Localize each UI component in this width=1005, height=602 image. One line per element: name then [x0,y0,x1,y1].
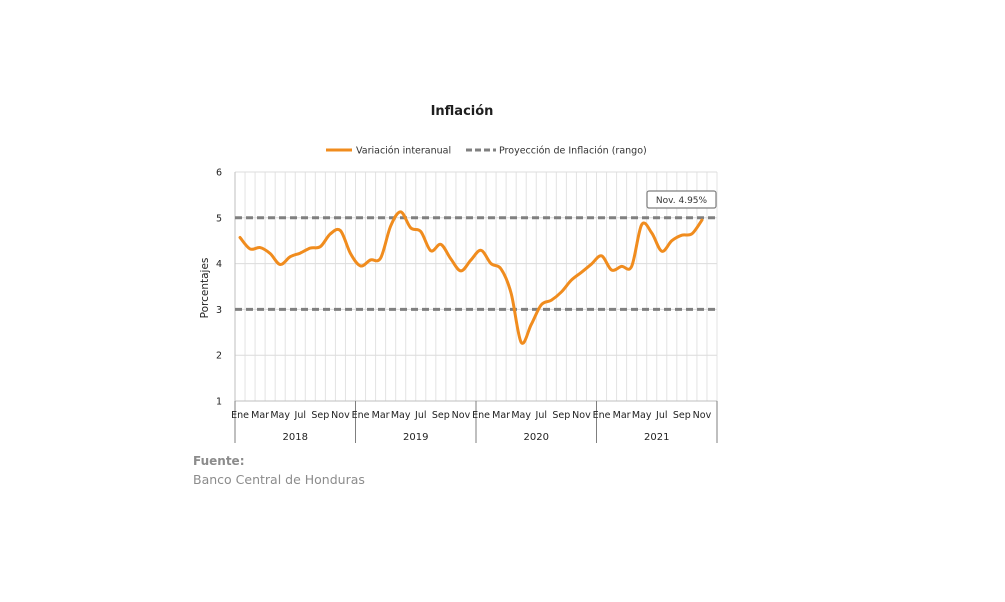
y-tick-label: 6 [216,168,222,179]
data-point [701,219,703,221]
x-tick-year: 2020 [524,432,549,443]
data-point [561,291,563,293]
x-tick-month: Ene [231,410,249,421]
y-tick-label: 2 [216,351,222,362]
x-tick-month: Sep [552,410,570,421]
data-point [601,255,603,257]
data-point [681,234,683,236]
data-point [400,211,402,213]
data-point [490,263,492,265]
data-point [520,342,522,344]
data-point [591,263,593,265]
data-point [279,264,281,266]
x-tick-month: Sep [311,410,329,421]
x-tick-month: Jul [535,410,547,421]
data-point [430,250,432,252]
projection-range [235,216,717,311]
data-point [500,268,502,270]
series-line-variacion [238,210,704,345]
x-tick-month: Jul [655,410,667,421]
data-point [410,227,412,229]
data-point [480,250,482,252]
data-point [350,253,352,255]
data-point [470,259,472,261]
data-point [340,230,342,232]
y-axis-label: Porcentajes [199,258,211,319]
data-point [631,266,633,268]
data-point [239,237,241,239]
x-tick-month: Mar [613,410,631,421]
data-point [390,225,392,227]
x-tick-month: Nov [572,410,591,421]
data-point [450,258,452,260]
x-tick-month: May [391,410,411,421]
data-point [641,224,643,226]
data-point [540,304,542,306]
x-tick-year: 2021 [644,432,669,443]
data-point [330,233,332,235]
data-point [420,231,422,233]
legend-label-variacion: Variación interanual [356,146,451,157]
x-tick-month: Jul [294,410,306,421]
x-tick-month: Mar [492,410,510,421]
data-point [671,240,673,242]
data-point [551,299,553,301]
data-point [510,293,512,295]
data-point [380,257,382,259]
x-tick-month: Sep [673,410,691,421]
y-tick-label: 4 [216,259,222,270]
data-point [440,244,442,246]
data-point [269,253,271,255]
data-point [611,269,613,271]
source-label: Fuente: [193,454,245,468]
x-tick-month: Nov [331,410,350,421]
data-point [249,248,251,250]
y-tick-label: 3 [216,305,222,316]
chart-title: Inflación [431,104,494,119]
x-tick-month: Mar [372,410,390,421]
x-tick-year: 2018 [283,432,308,443]
x-tick-month: May [270,410,290,421]
x-tick-month: Ene [472,410,490,421]
data-point [581,272,583,274]
y-axis-ticks: 1 2 3 4 5 6 [216,168,222,408]
x-tick-month: May [511,410,531,421]
data-point [299,252,301,254]
annotation-box [646,190,717,209]
data-point [651,232,653,234]
x-tick-month: May [632,410,652,421]
y-tick-label: 1 [216,397,222,408]
data-point [691,233,693,235]
data-point [370,259,372,261]
x-tick-month: Sep [432,410,450,421]
x-tick-month: Nov [452,410,471,421]
legend: Variación interanual Proyección de Infla… [326,146,647,157]
x-tick-month: Ene [352,410,370,421]
data-point [530,324,532,326]
data-point [320,246,322,248]
source-text: Banco Central de Honduras [193,472,365,487]
data-point [289,256,291,258]
data-point [360,265,362,267]
annotation-text: Nov. 4.95% [656,196,708,206]
data-point [310,247,312,249]
x-tick-month: Jul [414,410,426,421]
x-tick-month: Nov [693,410,712,421]
data-point [259,247,261,249]
grid [234,171,718,402]
y-tick-label: 5 [216,213,222,224]
data-point [571,279,573,281]
annotation-callout: Nov. 4.95% [646,190,717,209]
x-tick-year: 2019 [403,432,428,443]
legend-label-proyeccion: Proyección de Inflación (rango) [499,146,647,157]
data-point [460,270,462,272]
series-variacion-interanual [238,210,704,345]
x-tick-month: Mar [251,410,269,421]
x-tick-month: Ene [593,410,611,421]
data-point [621,266,623,268]
data-point [661,250,663,252]
